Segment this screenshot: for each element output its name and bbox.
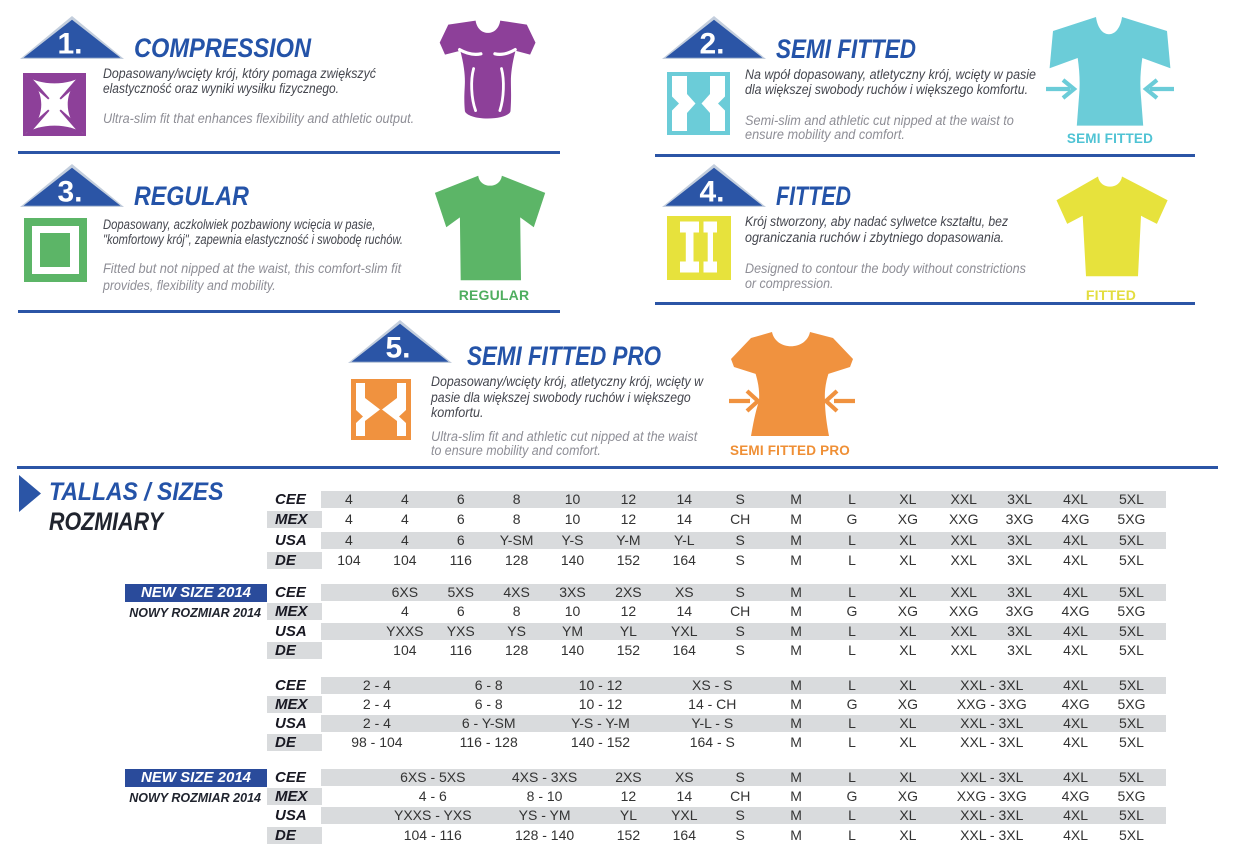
svg-text:3.: 3. xyxy=(57,176,82,209)
svg-text:4.: 4. xyxy=(699,176,724,209)
svg-text:5.: 5. xyxy=(385,332,410,365)
svg-text:1.: 1. xyxy=(57,28,82,61)
svg-text:2.: 2. xyxy=(699,28,724,61)
